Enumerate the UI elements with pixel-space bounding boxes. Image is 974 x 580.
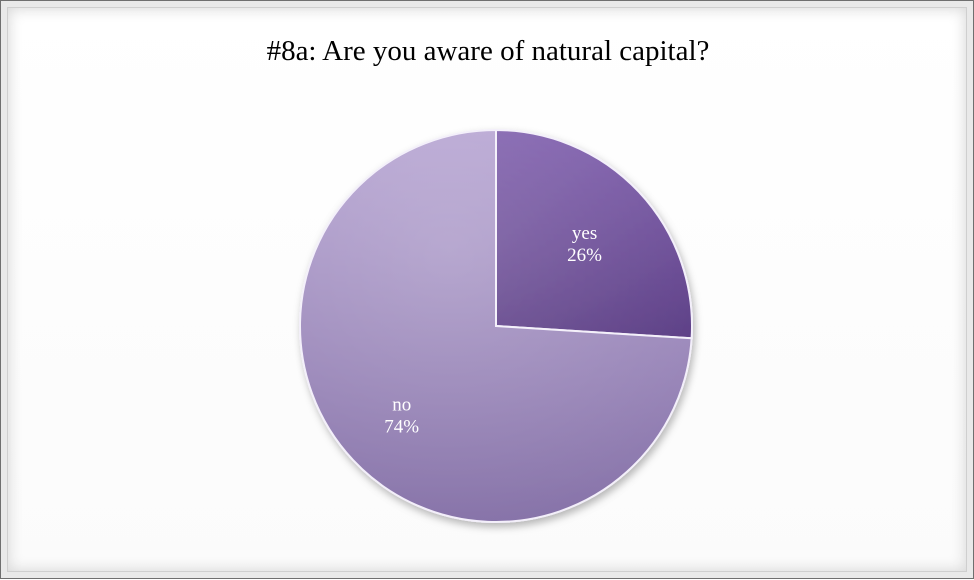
slice-category-no: no	[392, 395, 411, 416]
slice-category-yes: yes	[572, 223, 597, 244]
slice-percent-no: 74%	[384, 417, 419, 438]
slice-percent-yes: 26%	[567, 245, 602, 266]
pie-highlight	[300, 130, 692, 522]
chart-title: #8a: Are you aware of natural capital?	[266, 35, 710, 67]
slice-label-no: no 74%	[384, 395, 419, 438]
slice-label-yes: yes 26%	[567, 223, 602, 266]
